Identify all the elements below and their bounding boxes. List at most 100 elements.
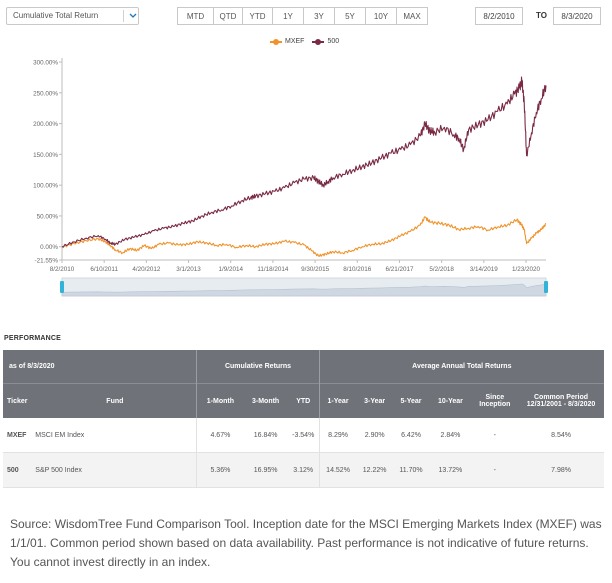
x-axis: 8/2/2010 6/10/2011 4/20/2012 3/1/2013 1/9/20… [50,259,546,273]
performance-table: as of 8/3/2020 Cumulative Returns Averag… [3,350,604,488]
y-tick-label: 0.00% [40,244,58,251]
y-tick-label: 300.00% [33,60,58,67]
x-tick-label: 3/1/2013 [176,266,201,273]
cumulative-returns-header: Cumulative Returns [196,350,320,384]
col-1-month: 1-Month [196,383,244,418]
col-3-year: 3-Year [356,383,393,418]
fund-name: MSCI EM Index [33,418,197,453]
table-row: 500 S&P 500 Index 5.36% 16.95% 3.12% 14.… [3,452,604,488]
range-button-group: MTD QTD YTD 1Y 3Y 5Y 10Y MAX [177,7,428,25]
legend-swatch-mxef [270,38,282,45]
performance-title: PERFORMANCE [4,335,62,342]
x-tick-label: 1/23/2020 [512,266,541,273]
legend-label-mxef: MXEF [285,38,305,45]
range-button-3y[interactable]: 3Y [303,7,335,25]
col-common-period: Common Period 12/31/2001 - 8/3/2020 [518,383,604,418]
x-tick-label: 8/10/2016 [343,266,372,273]
table-row: MXEF MSCI EM Index 4.67% 16.84% -3.54% 8… [3,418,604,453]
col-since-line1: Since [485,394,505,401]
ticker-link[interactable]: MXEF [3,418,34,453]
x-tick-label: 4/20/2012 [132,266,161,273]
range-button-mtd[interactable]: MTD [177,7,214,25]
cell-10-year: 13.72% [429,452,472,488]
table-header-row: Ticker Fund 1-Month 3-Month YTD 1-Year 3… [3,383,604,418]
cell-1-month: 5.36% [196,452,244,488]
cell-3-year: 12.22% [356,452,393,488]
range-button-qtd[interactable]: QTD [213,7,243,25]
range-button-1y[interactable]: 1Y [272,7,304,25]
source-footnote: Source: WisdomTree Fund Comparison Tool.… [10,517,602,569]
col-1-year: 1-Year [318,383,357,418]
cell-1-month: 4.67% [196,418,244,453]
as-of-date: as of 8/3/2020 [3,350,197,384]
range-button-5y[interactable]: 5Y [334,7,366,25]
legend-swatch-500 [312,38,325,45]
ticker-link[interactable]: 500 [3,452,34,488]
y-tick-label: 100.00% [33,183,58,190]
legend-item-500[interactable]: 500 [312,38,339,45]
x-tick-label: 6/21/2017 [385,266,414,273]
range-navigator[interactable] [60,277,548,297]
cell-ytd: 3.12% [287,452,320,488]
cell-1-year: 8.29% [318,418,357,453]
fund-name: S&P 500 Index [33,452,197,488]
col-3-month: 3-Month [243,383,288,418]
y-tick-label: 250.00% [33,90,58,97]
series-line-mxef [61,216,547,257]
x-tick-label: 5/2/2018 [429,266,454,273]
cell-3-month: 16.84% [243,418,288,453]
x-tick-label: 11/18/2014 [257,266,289,273]
col-fund: Fund [33,383,197,418]
navigator-area [61,283,547,297]
cell-3-month: 16.95% [243,452,288,488]
cell-5-year: 6.42% [392,418,430,453]
x-tick-label: 3/14/2019 [470,266,499,273]
date-from-input[interactable]: 8/2/2010 [475,7,523,25]
range-button-10y[interactable]: 10Y [365,7,397,25]
cell-1-year: 14.52% [318,452,357,488]
cell-common-period: 7.98% [518,452,604,488]
series-line-500 [61,76,547,248]
x-tick-label: 6/10/2011 [90,266,118,273]
cell-5-year: 11.70% [392,452,430,488]
navigator-handle-right [544,281,548,293]
y-tick-label: -21.55% [35,258,59,265]
cell-ytd: -3.54% [287,418,320,453]
range-button-max[interactable]: MAX [396,7,428,25]
y-tick-label: 150.00% [33,152,58,159]
col-ticker: Ticker [3,383,34,418]
metric-select-value: Cumulative Total Return [13,11,99,20]
select-divider [123,10,124,22]
metric-select[interactable]: Cumulative Total Return [6,7,139,25]
y-axis: 300.00% 250.00% 200.00% 150.00% 100.00% 50.00… [33,58,63,265]
x-tick-label: 1/9/2014 [218,266,243,273]
range-button-ytd[interactable]: YTD [242,7,273,25]
cell-common-period: 8.54% [518,418,604,453]
table-header-group-row: as of 8/3/2020 Cumulative Returns Averag… [3,350,604,384]
annual-returns-header: Average Annual Total Returns [318,350,604,384]
chart-legend: MXEF 500 [270,38,347,45]
x-tick-label: 8/2/2010 [50,266,75,273]
col-since-inception: Since Inception [471,383,519,418]
legend-label-500: 500 [327,38,340,45]
legend-item-mxef[interactable]: MXEF [270,38,304,45]
date-to-input[interactable]: 8/3/2020 [553,7,601,25]
x-tick-label: 9/30/2015 [301,266,330,273]
col-5-year: 5-Year [392,383,430,418]
cumulative-return-chart: 300.00% 250.00% 200.00% 150.00% 100.00% 50.00… [33,58,548,297]
y-tick-label: 200.00% [33,121,58,128]
chart-series [61,76,547,257]
col-ytd: YTD [287,383,320,418]
cell-since-inception: - [471,418,519,453]
col-since-line2: Inception [479,401,511,408]
y-tick-label: 50.00% [37,213,59,220]
col-common-line2: 12/31/2001 - 8/3/2020 [526,401,596,408]
cell-3-year: 2.90% [356,418,393,453]
col-10-year: 10-Year [429,383,472,418]
chevron-down-icon [129,13,137,18]
cell-since-inception: - [471,452,519,488]
cell-10-year: 2.84% [429,418,472,453]
col-common-line1: Common Period [534,394,589,401]
date-to-label: TO [536,11,547,20]
navigator-handle-left [60,281,64,293]
